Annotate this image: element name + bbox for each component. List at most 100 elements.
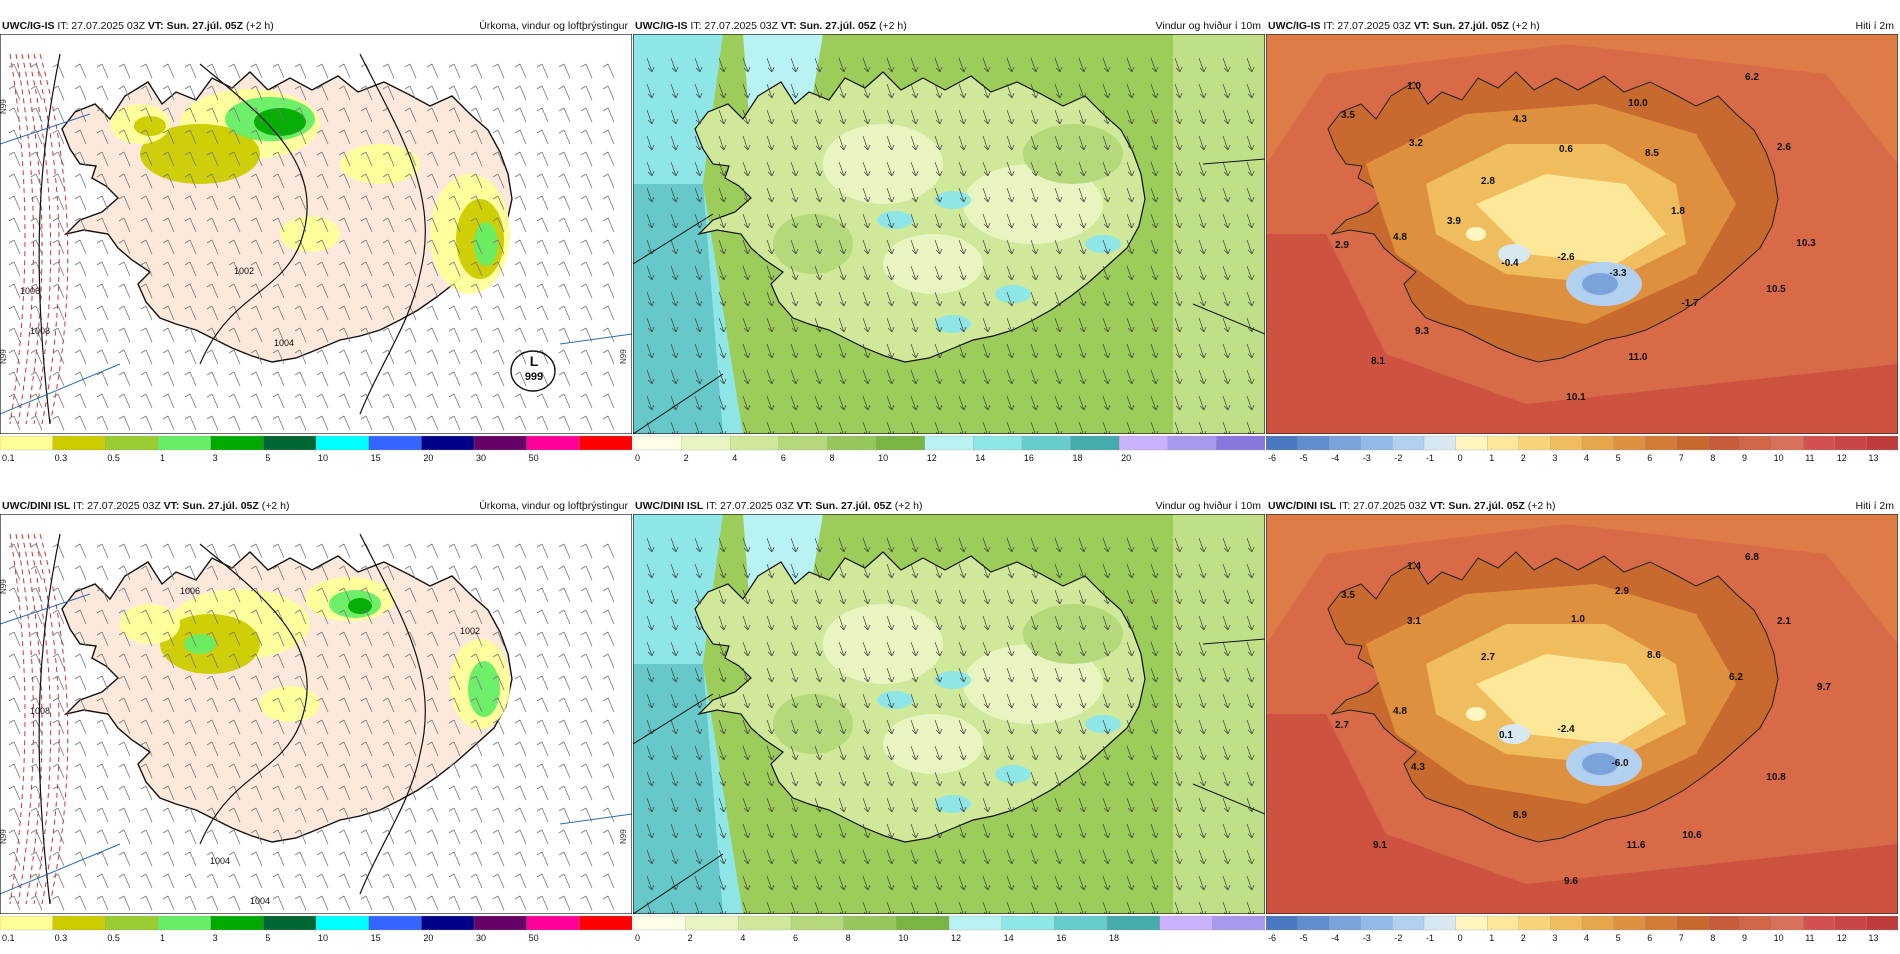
wind-arrow — [1030, 395, 1039, 411]
wind-arrow — [910, 771, 919, 787]
colorbar-tick-label: 12 — [1837, 933, 1847, 943]
wind-arrow — [718, 537, 727, 553]
wind-barb — [404, 305, 417, 321]
wind-barb — [184, 543, 197, 559]
wind-arrow — [790, 563, 799, 579]
wind-barb — [602, 173, 615, 189]
wind-barb — [448, 393, 461, 409]
wind-arrow — [814, 589, 823, 605]
wind-barb — [426, 173, 439, 189]
wind-barb — [52, 543, 65, 559]
wind-barb — [338, 543, 351, 559]
wind-barb — [382, 543, 395, 559]
wind-barb — [426, 631, 439, 647]
wind-barb — [96, 653, 109, 669]
wind-barb — [52, 173, 65, 189]
wind-barb — [206, 873, 219, 889]
wind-barb — [8, 609, 21, 625]
wind-barb — [206, 305, 219, 321]
wind-arrow — [1102, 849, 1111, 865]
colorbar-tick-label: 10 — [1774, 933, 1784, 943]
wind-barb — [360, 719, 373, 735]
wind-barb — [294, 741, 307, 757]
wind-barb — [558, 283, 571, 299]
wind-arrow — [790, 589, 799, 605]
wind-barb — [558, 741, 571, 757]
wind-arrow — [1030, 135, 1039, 151]
wind-barb — [206, 609, 219, 625]
wind-arrow — [862, 563, 871, 579]
wind-arrow — [766, 745, 775, 761]
colorbar-swatch — [1329, 915, 1362, 931]
wind-arrow — [646, 745, 655, 761]
wind-arrow — [1030, 291, 1039, 307]
wind-arrow — [958, 823, 967, 839]
wind-barb — [184, 327, 197, 343]
wind-barb — [206, 415, 219, 431]
wind-barb — [294, 107, 307, 123]
colorbar-swatch — [0, 915, 54, 931]
wind-barb — [118, 393, 131, 409]
wind-arrow — [862, 771, 871, 787]
temperature-value: 8.6 — [1647, 650, 1661, 661]
wind-arrow — [910, 57, 919, 73]
wind-barb — [448, 195, 461, 211]
temperature-value: 8.9 — [1513, 810, 1527, 821]
wind-arrow — [1222, 563, 1231, 579]
wind-arrow — [766, 641, 775, 657]
panel-dini-precip: UWC/DINI ISL IT: 27.07.2025 03Z VT: Sun.… — [0, 494, 632, 954]
wind-barb — [426, 763, 439, 779]
wind-barb — [30, 371, 43, 387]
colorbar-swatch — [1001, 915, 1055, 931]
wind-arrow — [838, 693, 847, 709]
wind-barb — [382, 697, 395, 713]
wind-barb — [558, 873, 571, 889]
wind-barb — [338, 807, 351, 823]
temperature-value: -2.6 — [1557, 252, 1575, 263]
wind-arrow — [1150, 875, 1159, 891]
wind-arrow — [1126, 615, 1135, 631]
wind-arrow — [1054, 719, 1063, 735]
wind-arrow — [934, 641, 943, 657]
wind-arrow — [982, 667, 991, 683]
wind-arrow — [694, 135, 703, 151]
wind-barb — [470, 349, 483, 365]
wind-arrow — [742, 771, 751, 787]
wind-barb — [96, 807, 109, 823]
wind-arrow — [1174, 187, 1183, 203]
wind-arrow — [790, 317, 799, 333]
wind-barb — [602, 85, 615, 101]
wind-arrow — [1246, 57, 1255, 73]
wind-arrow — [766, 291, 775, 307]
wind-arrow — [766, 187, 775, 203]
wind-arrow — [1102, 343, 1111, 359]
wind-barb — [52, 609, 65, 625]
wind-barb — [316, 327, 329, 343]
colorbar-tick-label: 12 — [927, 453, 937, 463]
wind-barb — [448, 349, 461, 365]
wind-barb — [580, 719, 593, 735]
wind-barb — [360, 151, 373, 167]
wind-barb — [8, 543, 21, 559]
wind-barb — [184, 653, 197, 669]
wind-arrow — [1246, 745, 1255, 761]
wind-barb — [470, 873, 483, 889]
wind-barb — [338, 85, 351, 101]
wind-barb — [52, 129, 65, 145]
gust-area — [935, 795, 971, 813]
wind-barb — [96, 543, 109, 559]
wind-barb — [272, 195, 285, 211]
colorbar-tick-label: 0.5 — [107, 453, 120, 463]
wind-arrow — [1126, 265, 1135, 281]
wind-barb — [536, 129, 549, 145]
valid-time: Sun. 27.júl. 05Z — [815, 500, 892, 512]
wind-barb — [30, 63, 43, 79]
colorbar-tick-label: 5 — [265, 933, 270, 943]
wind-barb — [30, 895, 43, 911]
wind-arrow — [646, 109, 655, 125]
wind-arrow — [1078, 641, 1087, 657]
wind-arrow — [1150, 537, 1159, 553]
wind-arrow — [646, 369, 655, 385]
wind-arrow — [1102, 537, 1111, 553]
wind-arrow — [1222, 693, 1231, 709]
